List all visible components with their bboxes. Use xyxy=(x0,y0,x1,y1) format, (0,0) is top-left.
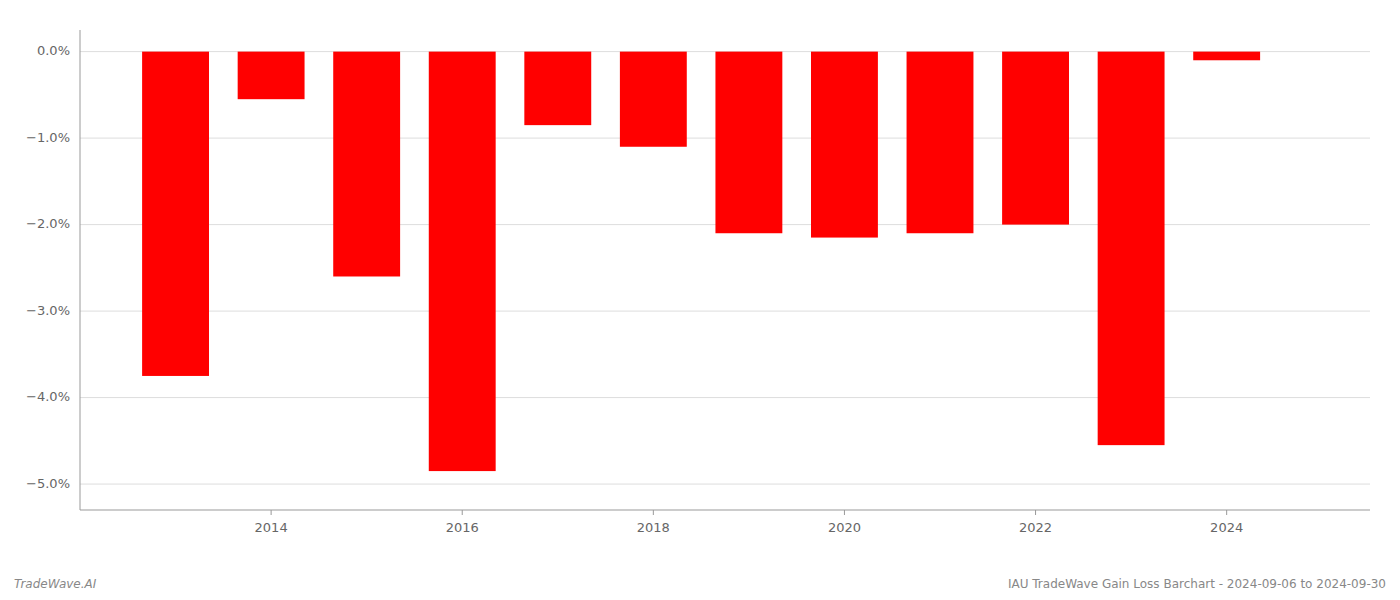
bar xyxy=(524,52,591,126)
y-tick-label: −3.0% xyxy=(26,303,70,318)
y-tick-label: 0.0% xyxy=(37,43,70,58)
y-tick-label: −2.0% xyxy=(26,216,70,231)
grid-line xyxy=(80,484,1370,485)
grid-line xyxy=(80,397,1370,398)
chart-svg: 0.0% −1.0% −2.0% −3.0% −4.0% −5.0% 2014 2016 201… xyxy=(0,0,1400,600)
bar xyxy=(1193,52,1260,61)
y-tick-label: −1.0% xyxy=(26,130,70,145)
x-axis-line xyxy=(80,510,1370,511)
x-tick xyxy=(844,510,845,515)
bars xyxy=(142,52,1260,471)
y-tick-label: −4.0% xyxy=(26,389,70,404)
x-tick-label: 2014 xyxy=(255,520,288,535)
x-tick-label: 2018 xyxy=(637,520,670,535)
bar xyxy=(1002,52,1069,225)
x-tick-label: 2016 xyxy=(446,520,479,535)
x-tick-label: 2022 xyxy=(1019,520,1052,535)
bar xyxy=(620,52,687,147)
x-tick xyxy=(1226,510,1227,515)
bar xyxy=(333,52,400,277)
chart-container: 0.0% −1.0% −2.0% −3.0% −4.0% −5.0% 2014 2016 201… xyxy=(0,0,1400,600)
bar xyxy=(142,52,209,376)
footer-right: IAU TradeWave Gain Loss Barchart - 2024-… xyxy=(1008,577,1386,591)
axes: 0.0% −1.0% −2.0% −3.0% −4.0% −5.0% 2014 2016 201… xyxy=(26,30,1370,535)
grid xyxy=(80,52,1370,484)
x-tick xyxy=(1035,510,1036,515)
x-tick xyxy=(271,510,272,515)
bar xyxy=(811,52,878,238)
y-axis-line xyxy=(80,30,81,510)
bar xyxy=(1098,52,1165,446)
x-tick-label: 2024 xyxy=(1210,520,1243,535)
x-tick xyxy=(653,510,654,515)
y-tick-label: −5.0% xyxy=(26,476,70,491)
grid-line xyxy=(80,311,1370,312)
bar xyxy=(429,52,496,471)
x-tick xyxy=(462,510,463,515)
bar xyxy=(715,52,782,234)
x-tick-label: 2020 xyxy=(828,520,861,535)
footer-left: TradeWave.AI xyxy=(14,577,97,591)
bar xyxy=(238,52,305,100)
bar xyxy=(907,52,974,234)
